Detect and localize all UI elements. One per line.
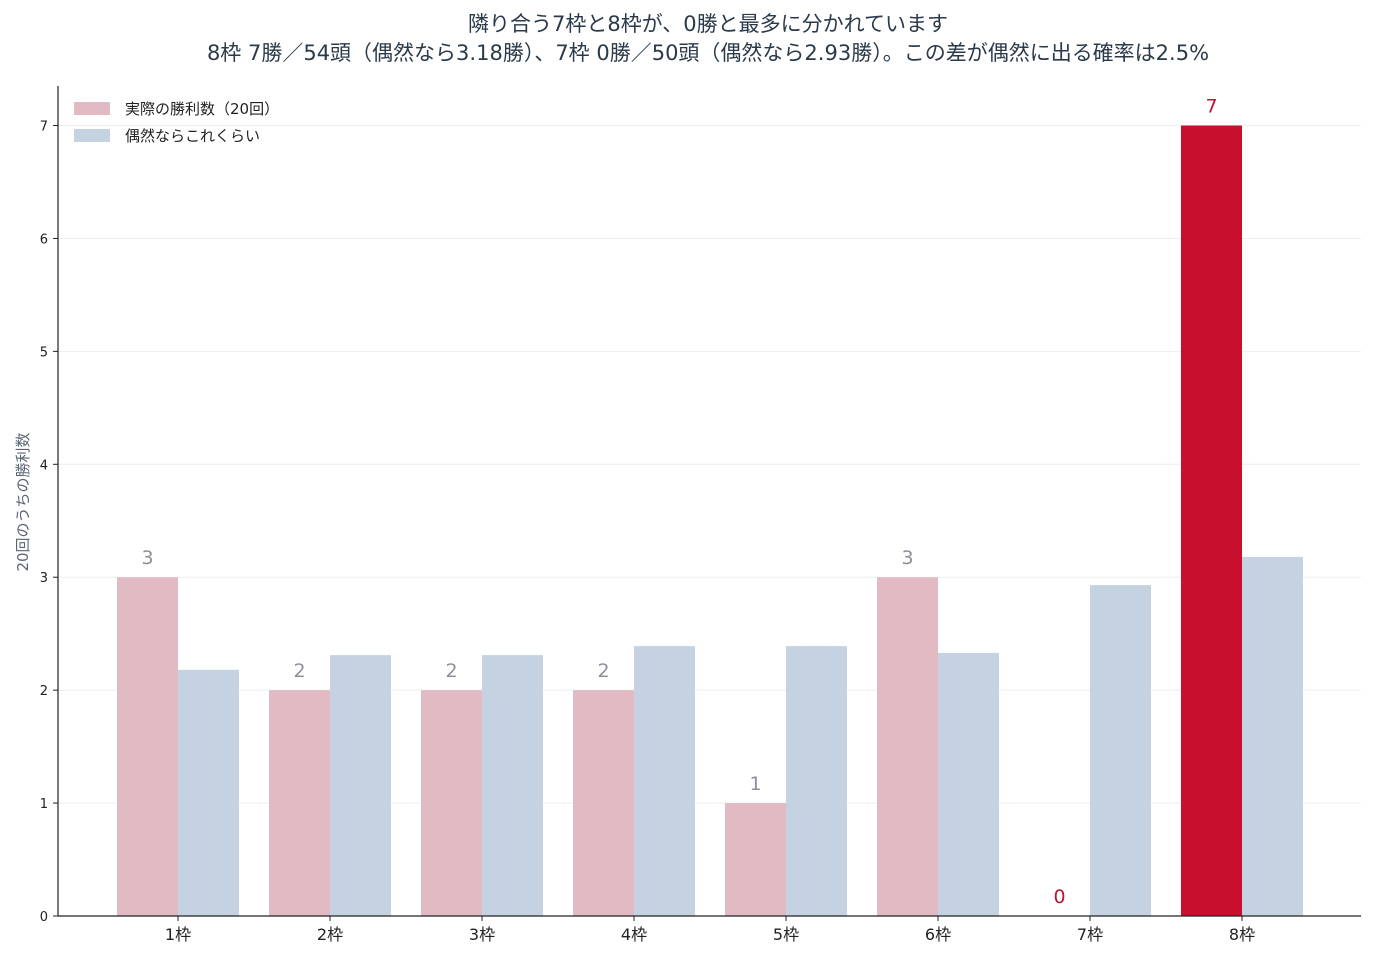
bar-expected	[178, 669, 239, 916]
y-tick-label: 7	[40, 120, 48, 135]
data-label: 2	[597, 660, 609, 682]
data-label: 0	[1053, 886, 1065, 908]
data-label: 3	[141, 547, 153, 569]
grid-layer	[58, 125, 1361, 804]
x-tick-label: 6枠	[925, 925, 951, 944]
x-tick-label: 1枠	[165, 925, 191, 944]
data-labels-layer: 3 2 2 2 1 3 0 7	[141, 96, 1217, 908]
bar-expected	[634, 646, 695, 916]
legend-swatch	[74, 129, 110, 142]
legend-label: 実際の勝利数（20回）	[125, 100, 279, 118]
chart-subtitle: 8枠 7勝／54頭（偶然なら3.18勝）、7枠 0勝／50頭（偶然なら2.93勝…	[207, 41, 1209, 65]
bar-actual	[117, 577, 178, 916]
data-label: 1	[749, 773, 761, 795]
bar-expected	[786, 646, 847, 916]
y-tick-label: 1	[40, 797, 48, 812]
legend: 実際の勝利数（20回） 偶然ならこれくらい	[74, 100, 279, 145]
x-tick-label: 7枠	[1077, 925, 1103, 944]
y-tick-label: 6	[40, 232, 48, 247]
y-tick-label: 0	[40, 910, 48, 925]
bar-expected	[482, 655, 543, 916]
legend-label: 偶然ならこれくらい	[125, 127, 260, 145]
axes-layer: 0 1 2 3 4 5 6 7 1枠 2枠 3枠 4枠 5枠 6枠 7枠 8枠	[40, 86, 1361, 944]
legend-swatch	[74, 102, 110, 115]
data-label: 3	[901, 547, 913, 569]
bar-expected	[1090, 585, 1151, 916]
y-axis-label: 20回のうちの勝利数	[14, 432, 32, 571]
bar-actual	[573, 690, 634, 916]
x-tick-label: 5枠	[773, 925, 799, 944]
data-label: 2	[293, 660, 305, 682]
bar-actual	[1181, 125, 1242, 917]
bars-layer	[117, 125, 1303, 917]
y-tick-label: 5	[40, 345, 48, 360]
bar-actual	[421, 690, 482, 916]
bar-actual	[269, 690, 330, 916]
y-tick-label: 4	[40, 458, 48, 473]
y-tick-label: 2	[40, 684, 48, 699]
x-tick-label: 3枠	[469, 925, 495, 944]
bar-expected	[330, 655, 391, 916]
bar-expected	[938, 652, 999, 916]
x-tick-label: 2枠	[317, 925, 343, 944]
x-tick-label: 4枠	[621, 925, 647, 944]
bar-expected	[1242, 556, 1303, 916]
x-tick-label: 8枠	[1229, 925, 1255, 944]
data-label: 7	[1205, 96, 1217, 118]
chart-title: 隣り合う7枠と8枠が、0勝と最多に分かれています	[468, 12, 948, 36]
bar-actual	[725, 803, 786, 916]
y-tick-label: 3	[40, 571, 48, 586]
data-label: 2	[445, 660, 457, 682]
bar-actual	[877, 577, 938, 916]
